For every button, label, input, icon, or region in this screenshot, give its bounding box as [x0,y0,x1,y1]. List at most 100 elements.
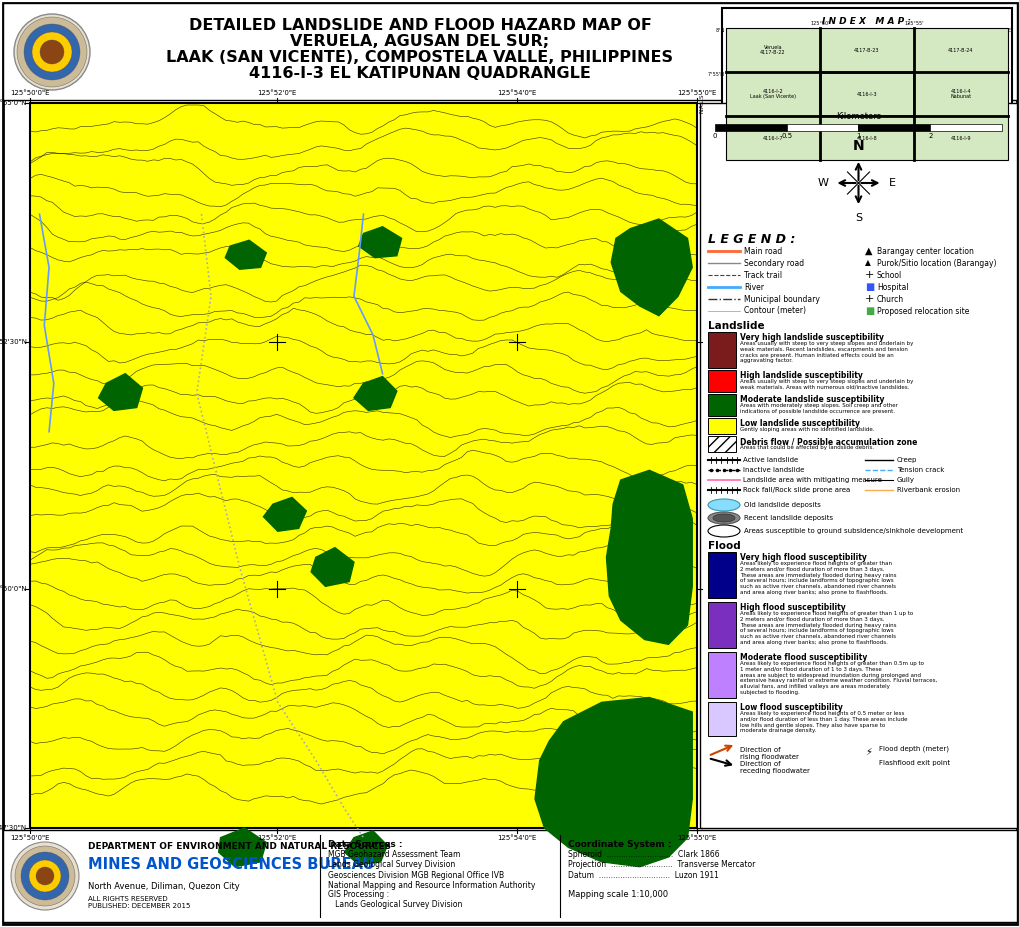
Text: Tension crack: Tension crack [896,467,944,473]
Text: Direction of
rising floodwater: Direction of rising floodwater [739,747,798,760]
Text: 4116-I-8: 4116-I-8 [856,135,876,141]
Text: DEPARTMENT OF ENVIRONMENT AND NATURAL RESOURCES: DEPARTMENT OF ENVIRONMENT AND NATURAL RE… [88,842,390,851]
Text: MGB Geohazard Assessment Team
Lands Geological Survey Division
Geosciences Divis: MGB Geohazard Assessment Team Lands Geol… [328,850,535,890]
Text: E: E [1007,28,1010,33]
Text: 125°54'0"E: 125°54'0"E [496,835,536,841]
Text: Old landslide deposits: Old landslide deposits [743,502,820,508]
Bar [707,702,736,736]
Text: Proposed relocation site: Proposed relocation site [876,307,968,315]
Polygon shape [263,498,306,531]
Polygon shape [99,374,143,411]
Text: +: + [864,294,873,304]
Text: Rock fall/Rock slide prone area: Rock fall/Rock slide prone area [742,487,850,493]
Circle shape [40,40,64,64]
Text: 4116-I-3 EL KATIPUNAN QUADRANGLE: 4116-I-3 EL KATIPUNAN QUADRANGLE [249,66,590,81]
Text: ▲: ▲ [864,246,871,256]
Circle shape [21,852,69,900]
Text: DETAILED LANDSLIDE AND FLOOD HAZARD MAP OF: DETAILED LANDSLIDE AND FLOOD HAZARD MAP … [189,18,651,33]
Bar [786,124,858,131]
Text: Landslide: Landslide [707,321,764,331]
Text: 4116-I-3: 4116-I-3 [856,92,876,96]
Text: Very high flood susceptibility: Very high flood susceptibility [739,553,866,562]
Text: Landslide area with mitigating measure: Landslide area with mitigating measure [742,477,881,483]
Text: GIS Processing :
   Lands Geological Survey Division: GIS Processing : Lands Geological Survey… [328,890,462,909]
Polygon shape [610,219,692,316]
Bar [707,552,736,598]
Text: 125°50'0"E: 125°50'0"E [10,835,50,841]
Text: High flood susceptibility: High flood susceptibility [739,603,845,612]
Text: Areas that could be affected by landslide debris.: Areas that could be affected by landslid… [739,445,873,450]
Text: Mapping scale 1:10,000: Mapping scale 1:10,000 [568,890,667,899]
Bar [30,103,696,828]
Text: Areas usually with steep to very steep slopes and underlain by
weak materials. R: Areas usually with steep to very steep s… [739,341,912,363]
Bar [707,394,736,416]
Bar [721,8,1011,168]
Bar [913,116,1007,160]
Polygon shape [218,828,266,867]
Bar [819,72,913,116]
Text: Direction of
receding floodwater: Direction of receding floodwater [739,761,809,774]
Text: 0: 0 [712,133,716,139]
Text: 4117-B-23: 4117-B-23 [854,47,878,53]
Text: Riverbank erosion: Riverbank erosion [896,487,959,493]
Text: Inactive landslide: Inactive landslide [742,467,804,473]
Text: Areas likely to experience flood heights of greater than 0.5m up to
1 meter and/: Areas likely to experience flood heights… [739,661,936,695]
Polygon shape [578,751,663,808]
Polygon shape [535,697,692,867]
Circle shape [32,32,72,72]
Text: Flood: Flood [707,541,740,551]
Text: 4116-I-2
Laak (San Vicente): 4116-I-2 Laak (San Vicente) [749,89,795,99]
Bar [3,3,1016,100]
Circle shape [17,17,87,87]
Text: VERUELA, AGUSAN DEL SUR;: VERUELA, AGUSAN DEL SUR; [290,34,549,49]
Bar [707,332,736,368]
Text: Debris flow / Possible accumulation zone: Debris flow / Possible accumulation zone [739,437,916,446]
Text: 7°52'30"N: 7°52'30"N [0,339,26,345]
Polygon shape [632,253,673,285]
Bar [707,652,736,698]
Text: 8°N: 8°N [715,28,725,33]
Bar [707,418,736,434]
Bar [699,103,1016,828]
Text: L E G E N D :: L E G E N D : [707,233,795,246]
Text: 7°55'N: 7°55'N [707,72,725,77]
Text: Creep: Creep [896,457,916,463]
Text: 7°47'30"N: 7°47'30"N [0,825,26,831]
Text: Areas likely to experience flood heights of 0.5 meter or less
and/or flood durat: Areas likely to experience flood heights… [739,711,907,733]
Text: Flashflood exit point: Flashflood exit point [878,760,949,766]
Text: +: + [864,270,873,280]
Text: Recent landslide deposits: Recent landslide deposits [743,515,833,521]
Bar [726,72,819,116]
Text: 125°50'0"E: 125°50'0"E [10,90,50,96]
Polygon shape [225,240,266,269]
Text: Active landslide: Active landslide [742,457,798,463]
Text: Main road: Main road [743,247,782,256]
Text: Veruela
4117-B-22: Veruela 4117-B-22 [759,44,785,56]
Ellipse shape [712,514,735,522]
Text: 2: 2 [927,133,931,139]
Text: Coordinate System :: Coordinate System : [568,840,671,849]
Bar [819,28,913,72]
Text: I N D E X   M A P :: I N D E X M A P : [821,17,911,26]
Polygon shape [592,814,658,852]
Bar [819,116,913,160]
Text: 125°54'0"E: 125°54'0"E [496,90,536,96]
Ellipse shape [707,512,739,524]
Ellipse shape [707,525,739,537]
Text: Areas susceptible to ground subsidence/sinkhole development: Areas susceptible to ground subsidence/s… [743,528,962,534]
Bar [929,124,1001,131]
Bar [726,28,819,72]
Text: Purok/Sitio location (Barangay): Purok/Sitio location (Barangay) [876,259,996,268]
Text: Flood depth (meter): Flood depth (meter) [878,745,948,752]
Text: Areas usually with steep to very steep slopes and underlain by
weak materials. A: Areas usually with steep to very steep s… [739,379,912,389]
Text: Secondary road: Secondary road [743,259,803,268]
Text: 1: 1 [855,133,860,139]
Text: Barangay center location: Barangay center location [876,247,973,256]
Text: 125°52'0"E: 125°52'0"E [257,90,297,96]
Polygon shape [344,831,387,865]
Text: ▲: ▲ [864,259,870,268]
Polygon shape [359,227,401,258]
Text: N.A.L.S: N.A.L.S [699,94,704,113]
Text: School: School [876,271,902,280]
Circle shape [11,842,78,910]
